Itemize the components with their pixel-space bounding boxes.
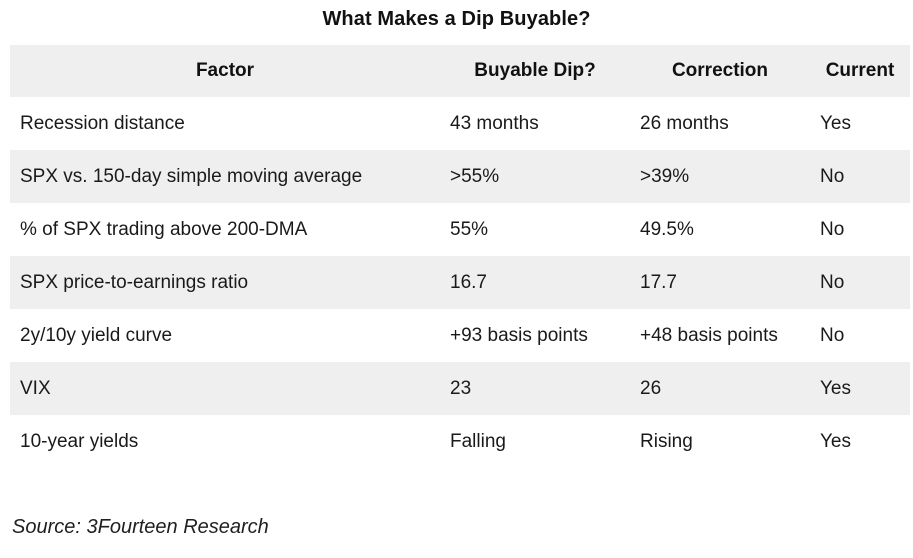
factor-cell: SPX vs. 150-day simple moving average xyxy=(10,150,440,203)
buyable-dip-cell: 16.7 xyxy=(440,256,630,309)
header-row: Factor Buyable Dip? Correction Current xyxy=(10,45,910,97)
table-row: 2y/10y yield curve +93 basis points +48 ba… xyxy=(10,309,910,362)
factor-cell: 10-year yields xyxy=(10,415,440,468)
factor-cell: SPX price-to-earnings ratio xyxy=(10,256,440,309)
table-body: Recession distance 43 months 26 months Yes S… xyxy=(10,97,910,468)
correction-cell: +48 basis points xyxy=(630,309,810,362)
current-cell: No xyxy=(810,203,910,256)
buyable-dip-cell: >55% xyxy=(440,150,630,203)
buyable-dip-cell: 23 xyxy=(440,362,630,415)
correction-cell: 17.7 xyxy=(630,256,810,309)
dip-buyable-table: Factor Buyable Dip? Correction Current R… xyxy=(10,45,910,468)
table-row: % of SPX trading above 200-DMA 55% 49.5% No xyxy=(10,203,910,256)
current-cell: No xyxy=(810,150,910,203)
buyable-dip-cell: Falling xyxy=(440,415,630,468)
current-cell: Yes xyxy=(810,415,910,468)
column-header-correction: Correction xyxy=(630,45,810,97)
factor-cell: VIX xyxy=(10,362,440,415)
table-row: SPX vs. 150-day simple moving average >55… xyxy=(10,150,910,203)
table-row: VIX 23 26 Yes xyxy=(10,362,910,415)
chart-title: What Makes a Dip Buyable? xyxy=(322,8,591,30)
source-attribution: Source: 3Fourteen Research xyxy=(12,516,269,538)
column-header-factor: Factor xyxy=(10,45,440,97)
buyable-dip-cell: 55% xyxy=(440,203,630,256)
factor-cell: % of SPX trading above 200-DMA xyxy=(10,203,440,256)
table-header: Factor Buyable Dip? Correction Current xyxy=(10,45,910,97)
buyable-dip-cell: +93 basis points xyxy=(440,309,630,362)
column-header-buyable-dip: Buyable Dip? xyxy=(440,45,630,97)
factor-cell: 2y/10y yield curve xyxy=(10,309,440,362)
table-row: SPX price-to-earnings ratio 16.7 17.7 No xyxy=(10,256,910,309)
table-row: Recession distance 43 months 26 months Yes xyxy=(10,97,910,150)
correction-cell: >39% xyxy=(630,150,810,203)
table-row: 10-year yields Falling Rising Yes xyxy=(10,415,910,468)
current-cell: Yes xyxy=(810,97,910,150)
current-cell: No xyxy=(810,309,910,362)
current-cell: Yes xyxy=(810,362,910,415)
current-cell: No xyxy=(810,256,910,309)
correction-cell: 26 months xyxy=(630,97,810,150)
correction-cell: Rising xyxy=(630,415,810,468)
correction-cell: 49.5% xyxy=(630,203,810,256)
correction-cell: 26 xyxy=(630,362,810,415)
factor-cell: Recession distance xyxy=(10,97,440,150)
column-header-current: Current xyxy=(810,45,910,97)
buyable-dip-cell: 43 months xyxy=(440,97,630,150)
